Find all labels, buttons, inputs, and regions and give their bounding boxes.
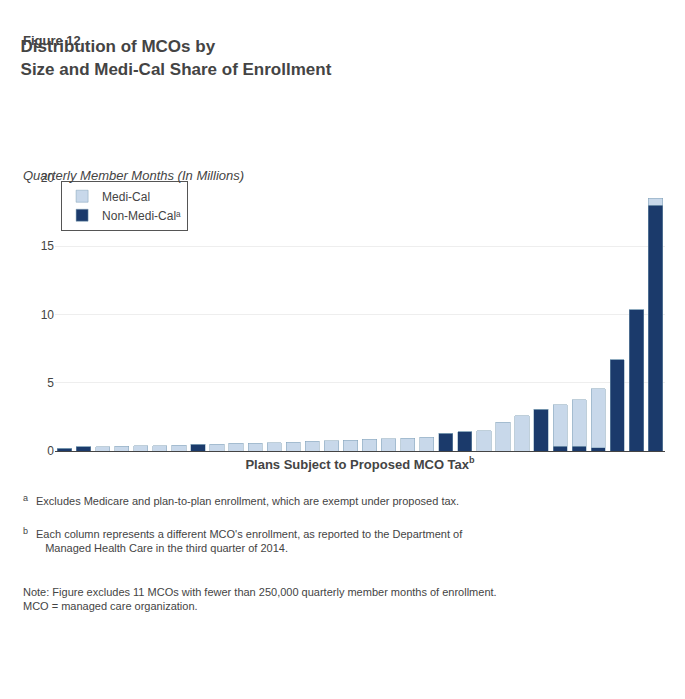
- svg-text:Quarterly Member Months (In Mi: Quarterly Member Months (In Millions): [23, 168, 244, 183]
- svg-text:a: a: [23, 493, 28, 503]
- svg-text:Non-Medi-Calᵃ: Non-Medi-Calᵃ: [102, 209, 181, 223]
- svg-text:15: 15: [41, 239, 55, 253]
- svg-text:Each column represents a diffe: Each column represents a different MCO's…: [36, 528, 463, 554]
- svg-text:Medi-Cal: Medi-Cal: [102, 190, 150, 204]
- svg-text:5: 5: [47, 376, 54, 390]
- svg-text:20: 20: [41, 171, 55, 185]
- svg-text:Figure 12: Figure 12: [23, 33, 81, 48]
- svg-text:10: 10: [41, 308, 55, 322]
- svg-text:Distribution of MCOs bySize an: Distribution of MCOs bySize and Medi-Cal…: [21, 37, 332, 78]
- svg-text:b: b: [23, 526, 28, 536]
- svg-text:Excludes Medicare and plan-to-: Excludes Medicare and plan-to-plan enrol…: [36, 495, 459, 507]
- svg-text:Note: Figure excludes 11 MCOs: Note: Figure excludes 11 MCOs with fewer…: [23, 586, 497, 612]
- svg-text:Plans Subject to Proposed MCO: Plans Subject to Proposed MCO Tax​b​: [245, 455, 475, 471]
- svg-text:0: 0: [47, 444, 54, 458]
